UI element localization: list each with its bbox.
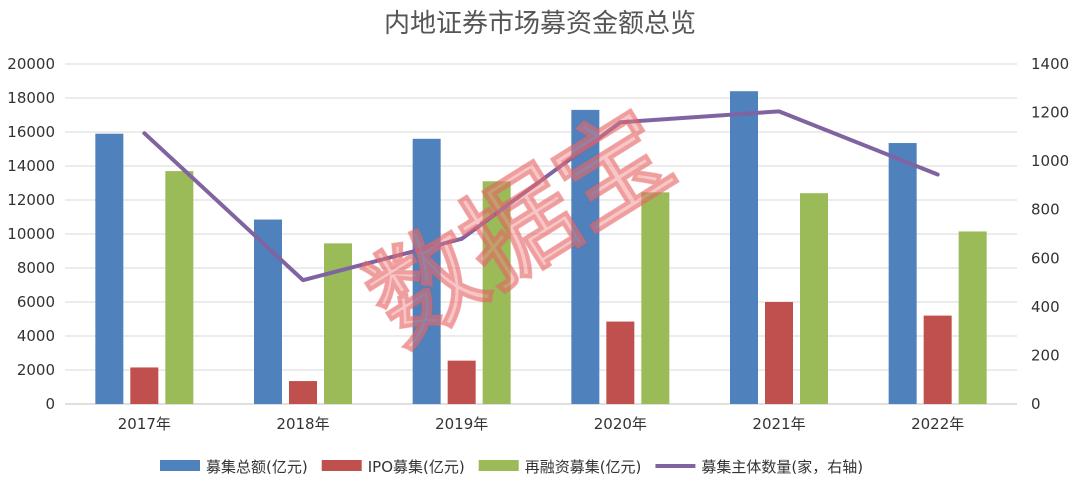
y-right-tick-label: 200 — [1031, 346, 1060, 364]
legend-swatch — [321, 460, 362, 471]
y-right-tick-label: 1000 — [1031, 152, 1069, 170]
bar-1 — [730, 91, 758, 404]
bar-1 — [412, 138, 441, 405]
legend-label: 再融资募集(亿元) — [525, 458, 642, 476]
legend-label: 募集总额(亿元) — [206, 458, 308, 476]
y-left-tick-label: 8000 — [17, 259, 55, 277]
y-left-tick-label: 14000 — [7, 157, 55, 175]
y-left-tick-label: 10000 — [7, 225, 55, 243]
x-tick-label: 2020年 — [594, 415, 647, 433]
y-left-tick-label: 16000 — [7, 123, 55, 141]
y-right-tick-label: 1200 — [1031, 104, 1069, 122]
y-right-tick-label: 0 — [1031, 395, 1041, 413]
y-left-tick-label: 20000 — [7, 55, 55, 73]
y-left-tick-label: 2000 — [17, 361, 55, 379]
bar-1 — [571, 109, 600, 405]
bar-2 — [447, 360, 476, 404]
y-left-tick-label: 0 — [45, 395, 55, 413]
bar-2 — [606, 321, 635, 404]
x-tick-label: 2019年 — [435, 415, 488, 433]
legend-item: 募集主体数量(家，右轴) — [655, 458, 863, 476]
legend-layer: 募集总额(亿元) IPO募集(亿元) 再融资募集(亿元) 募集主体数量(家，右轴) — [160, 458, 863, 476]
x-tick-label: 2021年 — [752, 415, 805, 433]
chart-title: 内地证券市场募资金额总览 — [384, 9, 696, 39]
bar-layer — [95, 91, 987, 405]
legend-item: 募集总额(亿元) — [160, 458, 308, 476]
x-tick-label: 2017年 — [118, 415, 171, 433]
bar-1 — [888, 143, 917, 405]
legend-swatch — [160, 460, 200, 471]
bar-1 — [95, 133, 124, 404]
x-tick-label: 2022年 — [911, 415, 964, 433]
line-layer — [142, 109, 940, 283]
legend-item: 再融资募集(亿元) — [478, 458, 642, 476]
y-left-tick-label: 18000 — [7, 89, 55, 107]
legend-label: 募集主体数量(家，右轴) — [701, 458, 863, 476]
bar-3 — [958, 231, 987, 404]
axis-layer: 0200040006000800010000120001400016000180… — [7, 55, 1069, 433]
x-tick-label: 2018年 — [276, 415, 329, 433]
bar-2 — [923, 315, 952, 404]
grid-layer — [65, 63, 1017, 405]
bar-3 — [165, 171, 194, 404]
legend-item: IPO募集(亿元) — [321, 458, 465, 476]
series-line — [142, 109, 940, 283]
y-right-tick-label: 800 — [1031, 201, 1060, 219]
bar-2 — [765, 302, 793, 404]
y-left-tick-label: 4000 — [17, 327, 55, 345]
bar-3 — [641, 192, 670, 404]
bar-3 — [800, 193, 828, 404]
y-left-tick-label: 6000 — [17, 293, 55, 311]
y-right-tick-label: 1400 — [1031, 55, 1069, 73]
bar-2 — [130, 367, 159, 404]
legend-label: IPO募集(亿元) — [368, 458, 465, 476]
y-right-tick-label: 600 — [1031, 249, 1060, 267]
y-left-tick-label: 12000 — [7, 191, 55, 209]
legend-swatch — [478, 460, 519, 471]
bar-2 — [289, 381, 317, 404]
y-right-tick-label: 400 — [1031, 298, 1060, 316]
